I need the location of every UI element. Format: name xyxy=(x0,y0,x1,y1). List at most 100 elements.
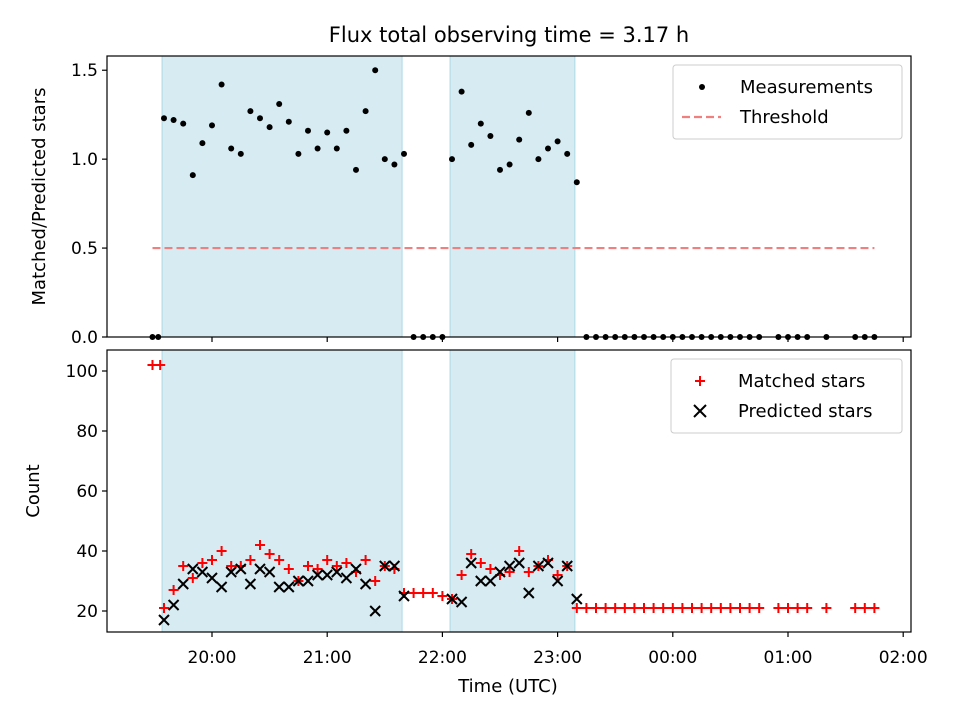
predicted-star-point xyxy=(206,572,218,584)
measurement-point xyxy=(391,161,398,168)
matched-star-point xyxy=(667,603,678,613)
x-tick-label: 22:00 xyxy=(418,648,467,668)
predicted-star-point xyxy=(225,566,237,578)
predicted-star-point xyxy=(455,596,468,608)
x-axis-label: Time (UTC) xyxy=(457,676,558,697)
predicted-star-point xyxy=(235,563,247,575)
matched-star-point xyxy=(360,555,371,565)
predicted-star-point xyxy=(475,575,487,587)
measurement-point xyxy=(170,117,177,124)
y-tick-label: 0.0 xyxy=(71,328,98,348)
measurement-point xyxy=(276,101,283,108)
legend-marker xyxy=(699,84,705,90)
predicted-star-point xyxy=(542,557,554,569)
matched-star-point xyxy=(600,603,611,613)
predicted-star-point xyxy=(494,566,506,578)
predicted-star-point xyxy=(273,581,285,593)
matched-star-point xyxy=(159,603,169,613)
measurement-point xyxy=(468,141,475,148)
y-axis-label: Matched/Predicted stars xyxy=(29,88,50,306)
y-axis-label: Count xyxy=(23,464,44,517)
predicted-star-point xyxy=(177,578,189,590)
predicted-star-point xyxy=(551,575,564,587)
x-tick-label: 23:00 xyxy=(533,648,582,668)
matched-star-point xyxy=(168,585,179,595)
matched-star-point xyxy=(629,603,640,613)
matched-star-point xyxy=(456,570,467,580)
measurement-point xyxy=(449,156,455,163)
matched-star-point xyxy=(552,570,563,580)
measurement-point xyxy=(228,145,235,152)
matched-star-point xyxy=(264,549,275,559)
matched-star-point xyxy=(523,567,534,577)
top-panel: 0.0 0.5 1.0 1.5 Matched/Predicted stars Measu… xyxy=(29,55,912,348)
measurement-point xyxy=(564,150,571,157)
legend-marker xyxy=(693,404,707,418)
matched-star-point xyxy=(648,603,659,613)
predicted-star-point xyxy=(244,578,257,590)
measurement-point xyxy=(209,122,215,129)
y-tick-label: 100 xyxy=(66,362,98,382)
predicted-star-point xyxy=(398,590,410,602)
measurement-point xyxy=(506,161,513,168)
matched-star-point xyxy=(504,567,515,577)
matched-star-point xyxy=(610,603,621,613)
matched-star-point xyxy=(744,603,755,613)
matched-star-point xyxy=(581,603,592,613)
predicted-star-point xyxy=(321,569,333,581)
matched-star-point xyxy=(706,603,717,613)
predicted-star-point xyxy=(331,566,343,578)
matched-star-point xyxy=(783,603,793,613)
predicted-star-point xyxy=(302,575,314,587)
predicted-star-point xyxy=(484,575,497,587)
predicted-star-point xyxy=(263,566,276,578)
bottom-panel: 20 40 60 80 100 20:00 21:00 22:00 23:00 00:00 01:0… xyxy=(23,349,928,668)
matched-star-point xyxy=(475,558,486,568)
measurement-point xyxy=(535,156,542,163)
measurement-point xyxy=(314,145,321,152)
measurement-point xyxy=(189,172,196,179)
measurement-point xyxy=(458,88,465,95)
matched-star-point xyxy=(696,603,707,613)
matched-star-point xyxy=(331,561,342,571)
predicted-star-point xyxy=(561,560,573,572)
legend-box xyxy=(670,358,903,434)
matched-star-point xyxy=(187,573,198,583)
x-tick-label: 01:00 xyxy=(764,648,813,668)
measurement-point xyxy=(554,138,561,145)
measurement-point xyxy=(218,81,225,88)
shaded-interval xyxy=(449,55,576,338)
measurement-point xyxy=(487,133,494,140)
predicted-star-point xyxy=(283,581,295,593)
measurement-point xyxy=(381,156,388,163)
matched-star-point xyxy=(197,558,208,568)
matched-star-point xyxy=(155,360,166,370)
legend: Matched stars Predicted stars xyxy=(670,358,903,434)
matched-star-point xyxy=(418,588,429,598)
matched-star-point xyxy=(735,603,745,613)
measurement-point xyxy=(516,136,523,143)
x-tick-label: 02:00 xyxy=(879,648,928,668)
matched-star-point xyxy=(322,555,333,565)
y-tick-label: 0.5 xyxy=(71,239,98,259)
matched-star-point xyxy=(437,591,448,601)
matched-star-point xyxy=(658,603,669,613)
matched-star-point xyxy=(687,603,697,613)
legend-label: Threshold xyxy=(739,107,829,128)
matched-star-point xyxy=(571,603,582,613)
matched-star-point xyxy=(802,603,813,613)
predicted-star-point xyxy=(254,563,266,575)
figure-title: Flux total observing time = 3.17 h xyxy=(329,23,689,47)
matched-star-point xyxy=(591,603,601,613)
y-tick-label: 60 xyxy=(76,482,98,502)
matched-star-point xyxy=(821,603,832,613)
legend-marker xyxy=(695,376,705,386)
legend-label: Matched stars xyxy=(738,371,865,392)
measurement-point xyxy=(257,115,263,122)
matched-star-point xyxy=(725,603,736,613)
shaded-interval xyxy=(161,55,403,338)
measurement-point xyxy=(324,129,331,136)
predicted-star-point xyxy=(369,605,381,617)
axes-frame xyxy=(106,55,912,338)
